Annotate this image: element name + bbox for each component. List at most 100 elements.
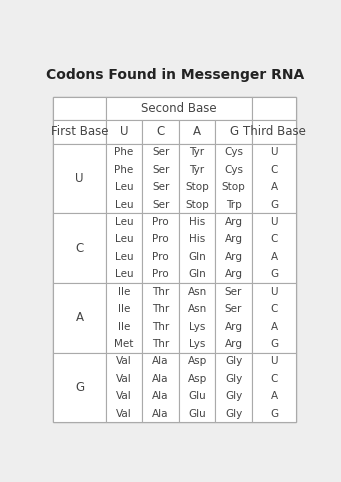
Text: Ile: Ile: [118, 321, 130, 332]
Bar: [215, 214, 252, 283]
Text: Codons Found in Messenger RNA: Codons Found in Messenger RNA: [46, 67, 304, 81]
Bar: [252, 353, 296, 422]
Text: Stop: Stop: [222, 182, 246, 192]
Bar: [142, 144, 179, 214]
Text: C: C: [270, 165, 278, 175]
Text: Trp: Trp: [226, 200, 241, 210]
Text: U: U: [270, 287, 278, 297]
Bar: [106, 144, 142, 214]
Text: C: C: [75, 241, 84, 254]
Text: Thr: Thr: [152, 321, 169, 332]
Text: Cys: Cys: [224, 147, 243, 158]
Text: G: G: [270, 339, 278, 349]
Text: Ala: Ala: [152, 374, 169, 384]
Text: His: His: [189, 217, 205, 227]
Text: Cys: Cys: [224, 165, 243, 175]
Text: G: G: [270, 269, 278, 279]
Bar: [142, 283, 179, 353]
Text: Leu: Leu: [115, 252, 133, 262]
Bar: [215, 283, 252, 353]
Text: Ile: Ile: [118, 287, 130, 297]
Bar: [179, 120, 215, 144]
Text: Leu: Leu: [115, 217, 133, 227]
Bar: [252, 214, 296, 283]
Text: C: C: [157, 125, 165, 138]
Text: Third Base: Third Base: [242, 125, 306, 138]
Text: Ser: Ser: [152, 147, 169, 158]
Text: Leu: Leu: [115, 182, 133, 192]
Bar: [53, 353, 106, 422]
Bar: [252, 144, 296, 214]
Text: G: G: [229, 125, 238, 138]
Bar: [106, 214, 142, 283]
Text: Ser: Ser: [225, 287, 242, 297]
Text: Arg: Arg: [224, 339, 242, 349]
Bar: [215, 144, 252, 214]
Bar: [53, 120, 106, 144]
Text: Glu: Glu: [188, 409, 206, 418]
Text: Val: Val: [116, 391, 132, 401]
Text: Stop: Stop: [185, 200, 209, 210]
Bar: [252, 283, 296, 353]
Text: U: U: [120, 125, 128, 138]
Text: Second Base: Second Base: [141, 102, 217, 115]
Text: Gln: Gln: [188, 269, 206, 279]
Bar: [106, 353, 142, 422]
Bar: [215, 120, 252, 144]
Text: C: C: [270, 234, 278, 244]
Text: U: U: [270, 356, 278, 366]
Text: A: A: [193, 125, 201, 138]
Text: Met: Met: [115, 339, 134, 349]
Text: Asp: Asp: [188, 356, 207, 366]
Text: His: His: [189, 234, 205, 244]
Text: Ser: Ser: [152, 182, 169, 192]
Text: Ser: Ser: [152, 165, 169, 175]
Text: Stop: Stop: [185, 182, 209, 192]
Text: A: A: [270, 252, 278, 262]
Text: G: G: [270, 200, 278, 210]
Text: Arg: Arg: [224, 269, 242, 279]
Text: G: G: [270, 409, 278, 418]
Text: Pro: Pro: [152, 217, 169, 227]
Text: Val: Val: [116, 409, 132, 418]
Text: A: A: [270, 182, 278, 192]
Text: Leu: Leu: [115, 234, 133, 244]
Text: Gln: Gln: [188, 252, 206, 262]
Text: A: A: [270, 321, 278, 332]
Bar: [179, 353, 215, 422]
Text: A: A: [270, 391, 278, 401]
Text: Thr: Thr: [152, 339, 169, 349]
Text: Tyr: Tyr: [190, 147, 205, 158]
Text: Thr: Thr: [152, 304, 169, 314]
Text: Arg: Arg: [224, 321, 242, 332]
Text: Thr: Thr: [152, 287, 169, 297]
Bar: [142, 214, 179, 283]
Text: First Base: First Base: [51, 125, 108, 138]
Bar: [106, 120, 142, 144]
Text: Asp: Asp: [188, 374, 207, 384]
Text: Leu: Leu: [115, 269, 133, 279]
Text: Ala: Ala: [152, 356, 169, 366]
Bar: [215, 353, 252, 422]
Text: Asn: Asn: [188, 304, 207, 314]
Bar: [179, 283, 215, 353]
Text: Gly: Gly: [225, 409, 242, 418]
Bar: [53, 97, 106, 120]
Bar: [106, 283, 142, 353]
Text: Arg: Arg: [224, 217, 242, 227]
Text: Tyr: Tyr: [190, 165, 205, 175]
Text: Gly: Gly: [225, 374, 242, 384]
Text: Pro: Pro: [152, 252, 169, 262]
Text: Val: Val: [116, 356, 132, 366]
Bar: [142, 353, 179, 422]
Bar: [53, 283, 106, 353]
Text: Ser: Ser: [152, 200, 169, 210]
Text: Gly: Gly: [225, 356, 242, 366]
Text: Glu: Glu: [188, 391, 206, 401]
Text: Leu: Leu: [115, 200, 133, 210]
Text: Arg: Arg: [224, 252, 242, 262]
Text: Asn: Asn: [188, 287, 207, 297]
Text: Arg: Arg: [224, 234, 242, 244]
Bar: [53, 97, 296, 422]
Text: C: C: [270, 304, 278, 314]
